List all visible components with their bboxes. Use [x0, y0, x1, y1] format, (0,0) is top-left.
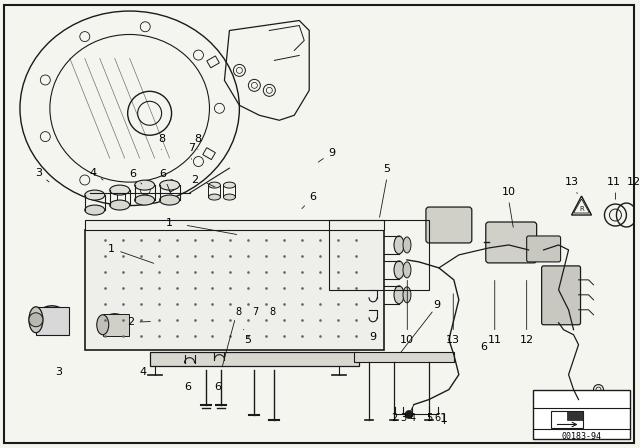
Ellipse shape — [403, 262, 411, 278]
Ellipse shape — [394, 236, 404, 254]
Ellipse shape — [403, 237, 411, 253]
Text: 2: 2 — [392, 413, 397, 423]
Text: 8: 8 — [269, 307, 275, 317]
Text: 1: 1 — [166, 218, 173, 228]
Bar — [329, 220, 429, 290]
Text: 6: 6 — [480, 342, 487, 352]
FancyBboxPatch shape — [486, 222, 537, 263]
Text: 1: 1 — [108, 244, 154, 263]
Ellipse shape — [209, 182, 220, 188]
Text: 8: 8 — [158, 134, 165, 150]
Polygon shape — [529, 240, 543, 260]
Text: 6: 6 — [159, 169, 172, 194]
Bar — [532, 390, 630, 439]
Text: 10: 10 — [502, 187, 516, 197]
Ellipse shape — [134, 195, 155, 205]
Text: R: R — [579, 206, 584, 212]
Text: 00183-94: 00183-94 — [561, 432, 602, 441]
Bar — [207, 56, 220, 68]
Ellipse shape — [394, 261, 404, 279]
Bar — [116, 191, 125, 201]
Text: 3: 3 — [55, 366, 62, 377]
Text: 6: 6 — [435, 413, 441, 423]
Bar — [103, 314, 129, 336]
Text: 9: 9 — [369, 332, 376, 342]
Text: 6: 6 — [184, 382, 191, 392]
Bar — [150, 352, 359, 366]
FancyBboxPatch shape — [541, 266, 580, 325]
Text: 13: 13 — [564, 177, 579, 187]
Text: 11: 11 — [488, 280, 502, 345]
Ellipse shape — [84, 190, 105, 200]
Bar — [550, 410, 582, 428]
Text: 1: 1 — [440, 412, 447, 425]
Ellipse shape — [102, 314, 127, 336]
Text: 6: 6 — [302, 192, 316, 209]
Text: 3: 3 — [401, 413, 406, 423]
Text: 5: 5 — [383, 164, 390, 174]
Ellipse shape — [159, 180, 180, 190]
Ellipse shape — [84, 205, 105, 215]
Bar — [203, 148, 216, 159]
Text: 8: 8 — [236, 307, 241, 317]
FancyBboxPatch shape — [426, 207, 472, 243]
Ellipse shape — [29, 307, 43, 333]
Text: 3: 3 — [35, 168, 49, 182]
Ellipse shape — [223, 182, 236, 188]
FancyArrowPatch shape — [557, 422, 577, 426]
Text: 2: 2 — [127, 317, 150, 327]
Text: 12: 12 — [627, 177, 640, 187]
Bar — [84, 230, 384, 350]
Text: 7: 7 — [252, 307, 259, 317]
Text: 6: 6 — [214, 382, 221, 392]
Text: 12: 12 — [520, 280, 534, 345]
Text: 2: 2 — [191, 175, 198, 185]
Text: 5: 5 — [244, 329, 251, 345]
Text: 5: 5 — [426, 413, 432, 423]
Ellipse shape — [109, 185, 130, 195]
Bar — [36, 307, 69, 335]
Ellipse shape — [223, 194, 236, 200]
Text: 10: 10 — [400, 280, 414, 345]
Ellipse shape — [97, 315, 109, 335]
Ellipse shape — [403, 287, 411, 303]
Text: 9: 9 — [433, 300, 440, 310]
Ellipse shape — [394, 286, 404, 304]
Ellipse shape — [36, 306, 68, 334]
Ellipse shape — [159, 195, 180, 205]
Text: 6: 6 — [129, 169, 142, 184]
Ellipse shape — [134, 180, 155, 190]
Text: 8: 8 — [195, 134, 202, 150]
Bar — [354, 352, 454, 362]
Text: 9: 9 — [318, 147, 335, 162]
Ellipse shape — [209, 194, 220, 200]
Circle shape — [29, 313, 43, 327]
Polygon shape — [566, 410, 582, 419]
Text: 4: 4 — [140, 366, 147, 377]
Text: 4: 4 — [89, 168, 103, 180]
Circle shape — [405, 410, 413, 418]
Text: 4: 4 — [410, 413, 415, 423]
FancyBboxPatch shape — [527, 236, 561, 262]
Text: 11: 11 — [607, 177, 620, 187]
Polygon shape — [84, 220, 384, 230]
Ellipse shape — [109, 200, 130, 210]
Bar — [165, 180, 177, 192]
Text: 7: 7 — [188, 143, 195, 159]
Text: 13: 13 — [446, 294, 460, 345]
